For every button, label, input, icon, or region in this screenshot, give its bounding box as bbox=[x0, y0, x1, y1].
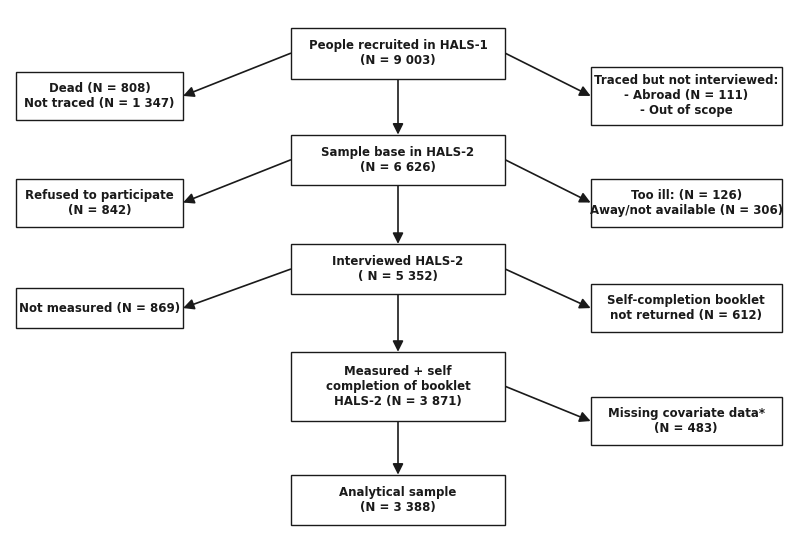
Text: Not measured (N = 869): Not measured (N = 869) bbox=[19, 302, 180, 314]
FancyBboxPatch shape bbox=[291, 352, 505, 421]
FancyBboxPatch shape bbox=[591, 397, 782, 445]
Text: Too ill: (N = 126)
Away/not available (N = 306): Too ill: (N = 126) Away/not available (N… bbox=[590, 189, 782, 216]
FancyBboxPatch shape bbox=[16, 72, 183, 120]
FancyBboxPatch shape bbox=[291, 474, 505, 526]
FancyBboxPatch shape bbox=[291, 28, 505, 78]
Text: Missing covariate data*
(N = 483): Missing covariate data* (N = 483) bbox=[607, 407, 765, 435]
Text: Measured + self
completion of booklet
HALS-2 (N = 3 871): Measured + self completion of booklet HA… bbox=[326, 365, 470, 408]
FancyBboxPatch shape bbox=[591, 179, 782, 227]
FancyBboxPatch shape bbox=[291, 244, 505, 294]
Text: Interviewed HALS-2
( N = 5 352): Interviewed HALS-2 ( N = 5 352) bbox=[333, 255, 463, 283]
Text: Dead (N = 808)
Not traced (N = 1 347): Dead (N = 808) Not traced (N = 1 347) bbox=[25, 82, 174, 110]
FancyBboxPatch shape bbox=[16, 288, 183, 328]
FancyBboxPatch shape bbox=[591, 67, 782, 125]
Text: Traced but not interviewed:
- Abroad (N = 111)
- Out of scope: Traced but not interviewed: - Abroad (N … bbox=[594, 75, 778, 117]
FancyBboxPatch shape bbox=[591, 284, 782, 332]
FancyBboxPatch shape bbox=[16, 179, 183, 227]
Text: Refused to participate
(N = 842): Refused to participate (N = 842) bbox=[25, 189, 174, 216]
Text: People recruited in HALS-1
(N = 9 003): People recruited in HALS-1 (N = 9 003) bbox=[309, 39, 487, 67]
FancyBboxPatch shape bbox=[291, 135, 505, 185]
Text: Analytical sample
(N = 3 388): Analytical sample (N = 3 388) bbox=[339, 486, 457, 514]
Text: Sample base in HALS-2
(N = 6 626): Sample base in HALS-2 (N = 6 626) bbox=[322, 146, 474, 174]
Text: Self-completion booklet
not returned (N = 612): Self-completion booklet not returned (N … bbox=[607, 294, 765, 322]
